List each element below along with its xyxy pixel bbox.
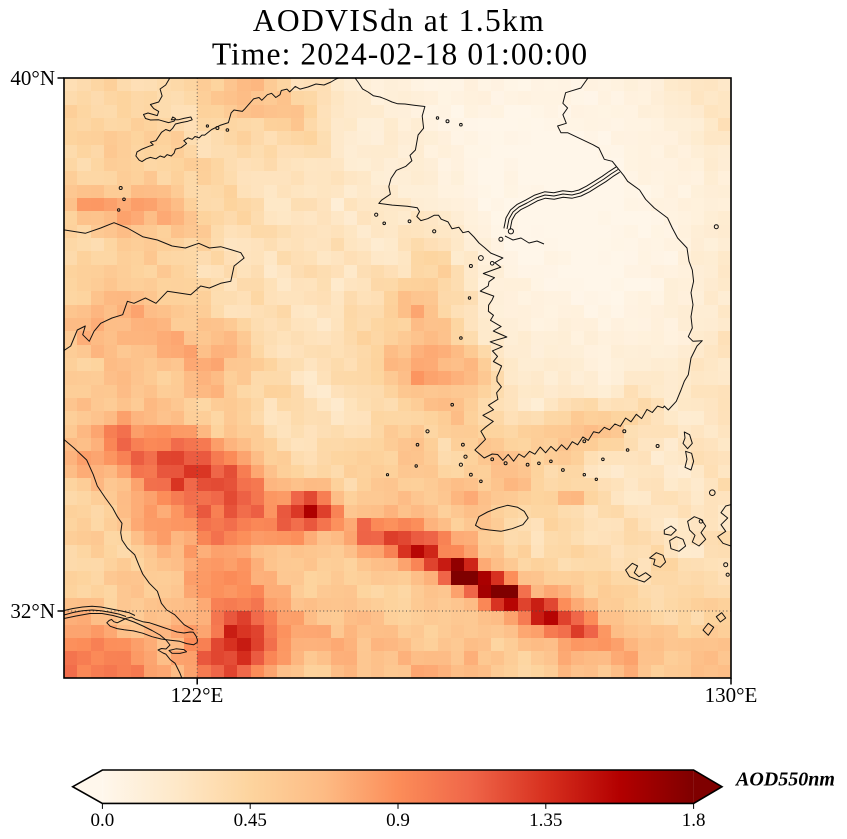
svg-text:AODVISdn at 1.5km: AODVISdn at 1.5km	[253, 3, 545, 38]
svg-text:Time: 2024-02-18 01:00:00: Time: 2024-02-18 01:00:00	[212, 37, 588, 72]
svg-text:40°N: 40°N	[10, 66, 55, 90]
svg-text:0.45: 0.45	[234, 810, 267, 831]
svg-text:0.0: 0.0	[91, 810, 115, 831]
svg-text:0.9: 0.9	[386, 810, 410, 831]
svg-text:130°E: 130°E	[705, 683, 758, 707]
svg-text:122°E: 122°E	[171, 683, 224, 707]
svg-text:AOD550nm: AOD550nm	[734, 769, 835, 791]
svg-text:1.35: 1.35	[529, 810, 562, 831]
svg-text:1.8: 1.8	[682, 810, 706, 831]
svg-text:32°N: 32°N	[10, 599, 55, 623]
